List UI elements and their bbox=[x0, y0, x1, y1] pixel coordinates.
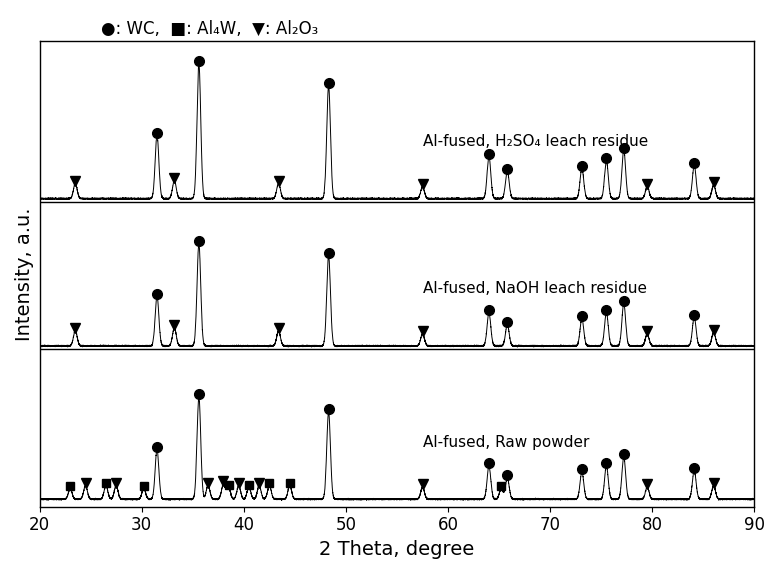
Text: Al-fused, Raw powder: Al-fused, Raw powder bbox=[423, 435, 589, 449]
X-axis label: 2 Theta, degree: 2 Theta, degree bbox=[319, 540, 475, 559]
Text: ●: WC,  ■: Al₄W,  ▼: Al₂O₃: ●: WC, ■: Al₄W, ▼: Al₂O₃ bbox=[101, 20, 319, 38]
Text: Al-fused, NaOH leach residue: Al-fused, NaOH leach residue bbox=[423, 281, 647, 296]
Y-axis label: Intensity, a.u.: Intensity, a.u. bbox=[15, 207, 34, 340]
Text: Al-fused, H₂SO₄ leach residue: Al-fused, H₂SO₄ leach residue bbox=[423, 134, 648, 149]
